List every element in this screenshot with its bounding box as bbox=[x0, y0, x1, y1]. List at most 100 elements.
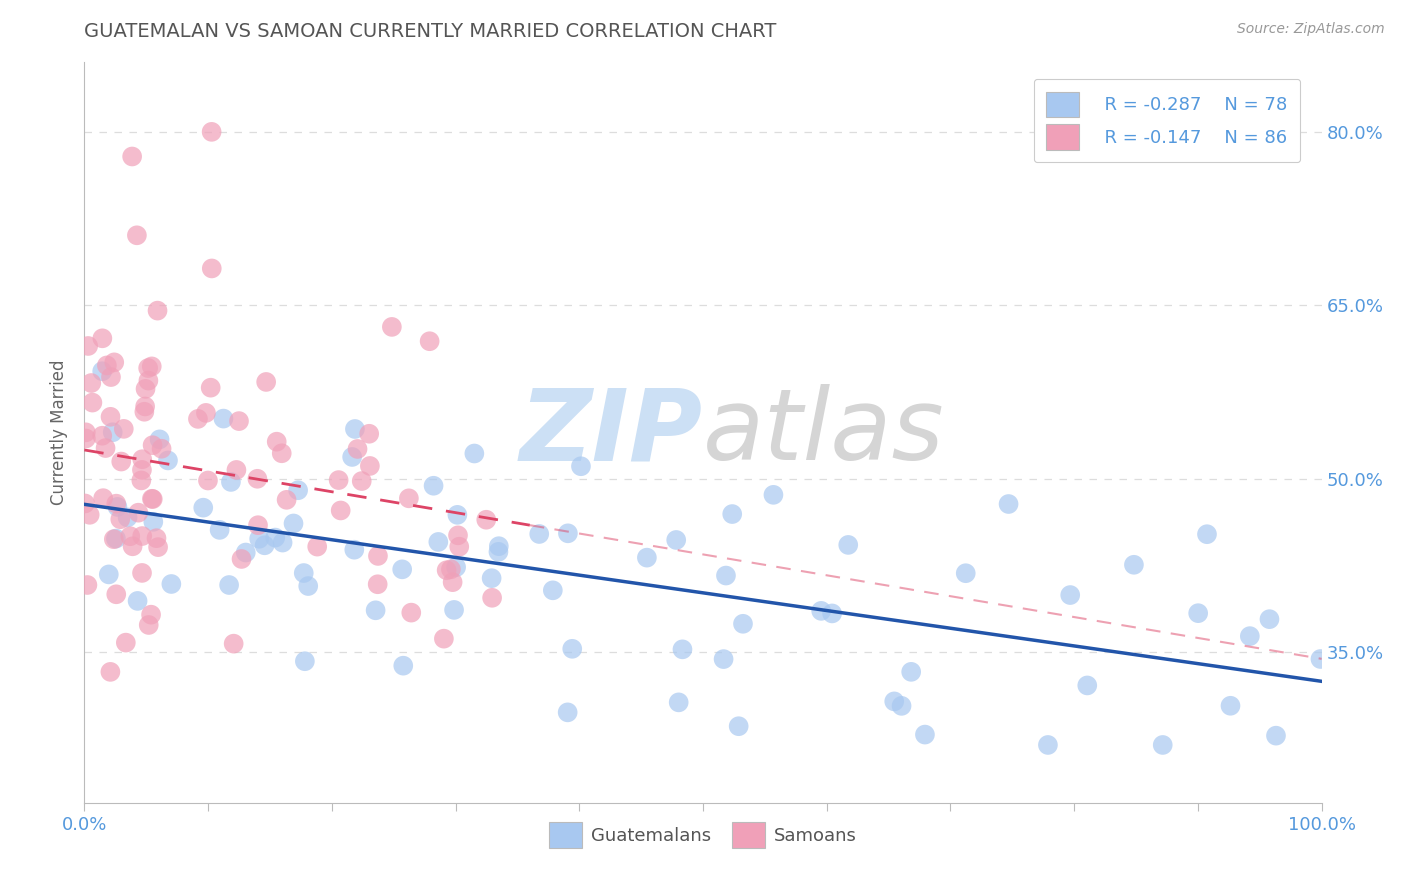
Point bbox=[481, 591, 503, 605]
Point bbox=[208, 523, 231, 537]
Point bbox=[340, 450, 363, 464]
Point bbox=[307, 540, 329, 554]
Point bbox=[156, 453, 179, 467]
Point bbox=[141, 359, 163, 374]
Point bbox=[200, 381, 222, 395]
Point bbox=[762, 488, 785, 502]
Point bbox=[727, 719, 749, 733]
Point bbox=[104, 532, 127, 546]
Point bbox=[955, 566, 977, 581]
Point bbox=[94, 441, 117, 455]
Point bbox=[201, 261, 224, 276]
Point bbox=[110, 454, 132, 468]
Point bbox=[103, 532, 125, 546]
Point bbox=[142, 515, 165, 529]
Point bbox=[441, 575, 464, 590]
Point bbox=[488, 539, 510, 553]
Point bbox=[557, 706, 579, 720]
Point bbox=[114, 635, 136, 649]
Point bbox=[569, 459, 592, 474]
Point bbox=[142, 491, 165, 506]
Point bbox=[79, 508, 101, 522]
Point bbox=[671, 642, 693, 657]
Point bbox=[219, 475, 242, 489]
Point bbox=[75, 425, 97, 440]
Point bbox=[101, 425, 124, 440]
Point bbox=[112, 422, 135, 436]
Point bbox=[127, 506, 149, 520]
Point bbox=[212, 411, 235, 425]
Point bbox=[105, 587, 128, 601]
Point bbox=[107, 500, 129, 514]
Point bbox=[125, 228, 148, 243]
Point bbox=[329, 503, 352, 517]
Point bbox=[488, 545, 510, 559]
Point bbox=[235, 545, 257, 559]
Point bbox=[475, 513, 498, 527]
Point bbox=[271, 535, 294, 549]
Point bbox=[731, 616, 754, 631]
Point bbox=[270, 446, 292, 460]
Point bbox=[1152, 738, 1174, 752]
Point bbox=[422, 479, 444, 493]
Point bbox=[146, 540, 169, 554]
Point bbox=[138, 374, 160, 388]
Point bbox=[120, 529, 142, 543]
Point bbox=[1059, 588, 1081, 602]
Point bbox=[91, 428, 114, 442]
Point bbox=[714, 568, 737, 582]
Point bbox=[96, 359, 118, 373]
Point bbox=[381, 319, 404, 334]
Point bbox=[481, 571, 503, 585]
Point bbox=[529, 527, 551, 541]
Point bbox=[142, 438, 165, 452]
Point bbox=[810, 604, 832, 618]
Point bbox=[1258, 612, 1281, 626]
Point bbox=[427, 535, 450, 549]
Point bbox=[446, 508, 468, 522]
Point bbox=[346, 442, 368, 456]
Point bbox=[75, 432, 97, 446]
Point bbox=[97, 567, 120, 582]
Point bbox=[187, 412, 209, 426]
Point bbox=[557, 526, 579, 541]
Point bbox=[266, 434, 288, 449]
Point bbox=[287, 483, 309, 498]
Point bbox=[121, 539, 143, 553]
Point bbox=[1036, 738, 1059, 752]
Point bbox=[136, 361, 159, 376]
Point bbox=[276, 492, 298, 507]
Point bbox=[246, 472, 269, 486]
Point bbox=[247, 518, 270, 533]
Point bbox=[222, 637, 245, 651]
Point bbox=[359, 426, 381, 441]
Point bbox=[294, 654, 316, 668]
Point bbox=[367, 549, 389, 563]
Point bbox=[76, 578, 98, 592]
Point bbox=[297, 579, 319, 593]
Point bbox=[283, 516, 305, 531]
Point bbox=[146, 303, 169, 318]
Point bbox=[364, 603, 387, 617]
Point bbox=[433, 632, 456, 646]
Point bbox=[1187, 606, 1209, 620]
Point bbox=[141, 491, 163, 506]
Point bbox=[201, 125, 224, 139]
Point bbox=[254, 375, 277, 389]
Point bbox=[541, 583, 564, 598]
Point bbox=[228, 414, 250, 428]
Point bbox=[292, 566, 315, 580]
Point bbox=[440, 562, 463, 576]
Point bbox=[264, 531, 287, 545]
Point bbox=[131, 566, 153, 580]
Point bbox=[117, 510, 139, 524]
Point bbox=[77, 339, 100, 353]
Legend: Guatemalans, Samoans: Guatemalans, Samoans bbox=[537, 810, 869, 861]
Point bbox=[100, 370, 122, 384]
Point bbox=[218, 578, 240, 592]
Point bbox=[1309, 652, 1331, 666]
Point bbox=[883, 694, 905, 708]
Y-axis label: Currently Married: Currently Married bbox=[51, 359, 69, 506]
Point bbox=[131, 463, 153, 477]
Point bbox=[463, 446, 485, 460]
